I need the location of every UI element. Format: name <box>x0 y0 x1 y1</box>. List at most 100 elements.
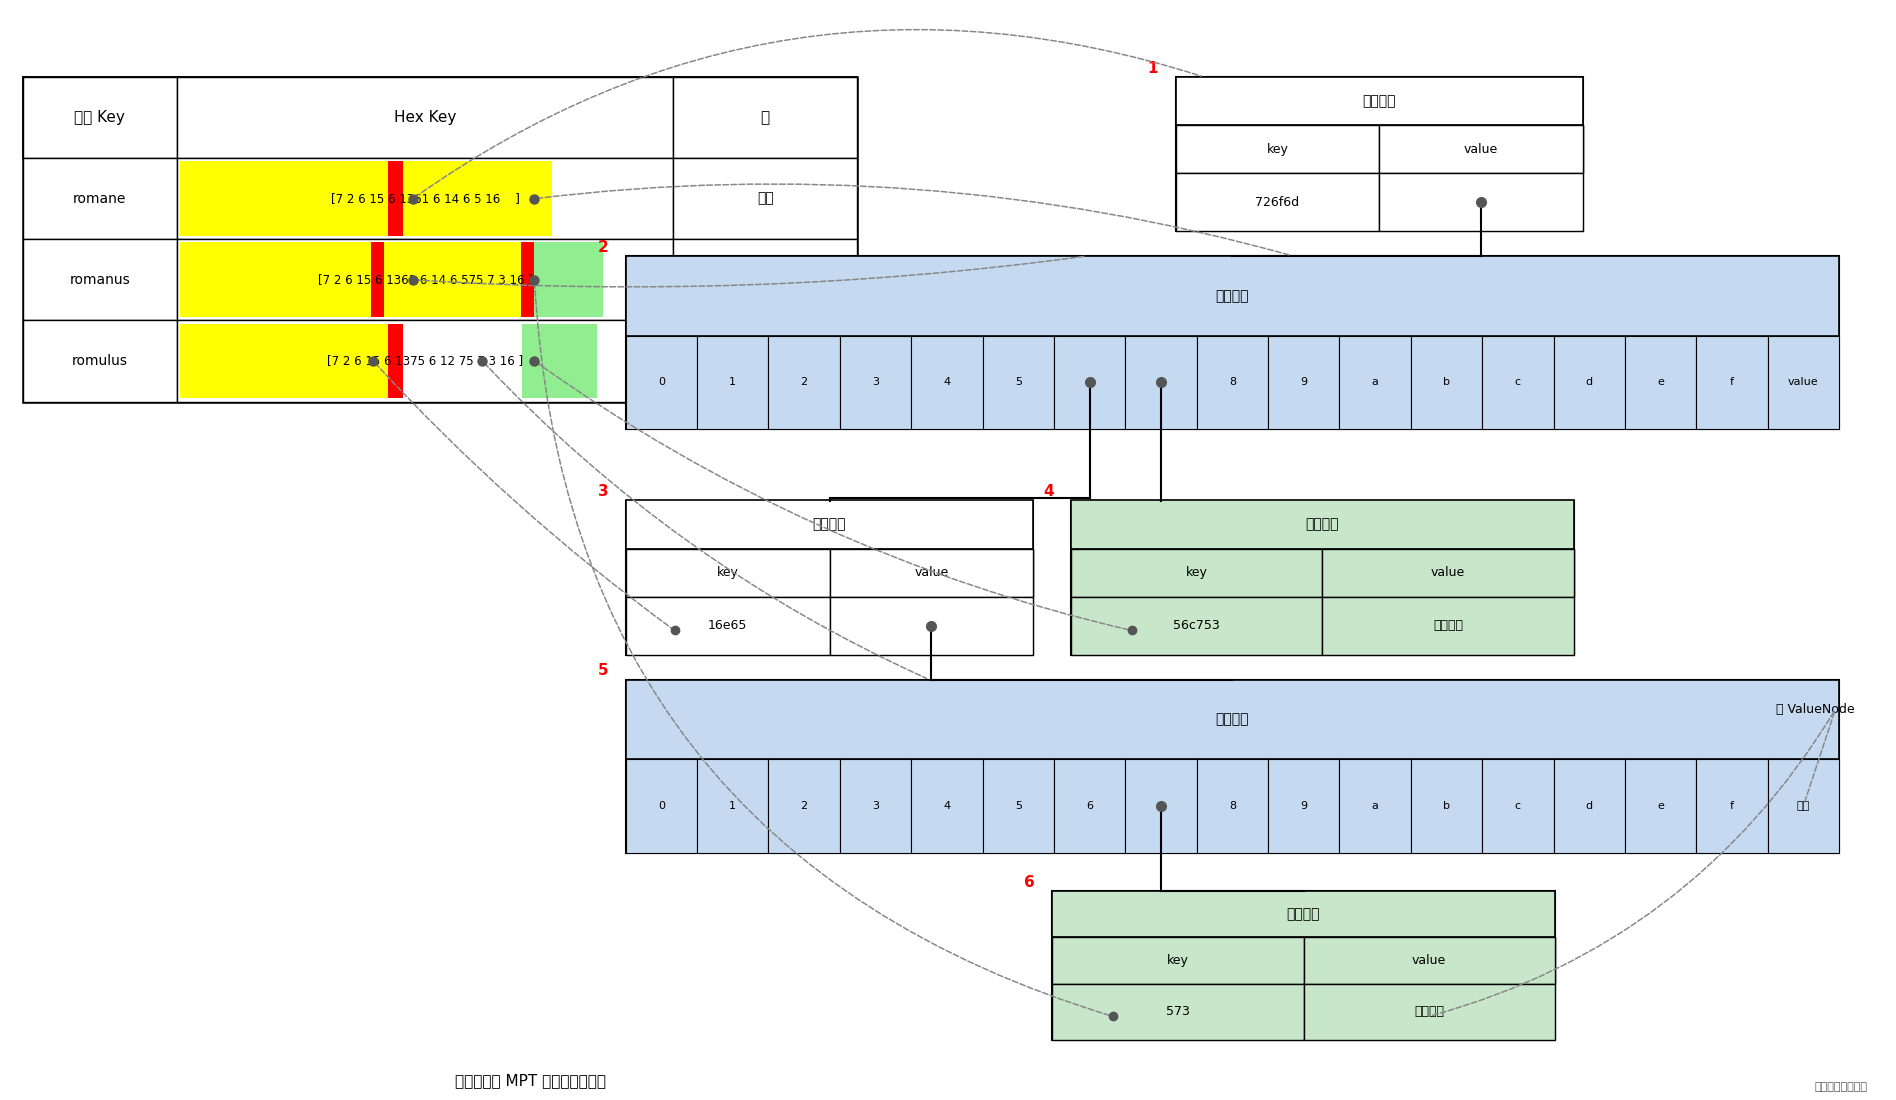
Bar <box>1303 937 1555 983</box>
Bar <box>698 759 768 852</box>
Text: 1: 1 <box>730 377 736 387</box>
Bar <box>626 336 698 429</box>
Bar <box>23 158 176 240</box>
Bar <box>1071 549 1574 596</box>
Text: 罗曼努斯: 罗曼努斯 <box>749 273 781 287</box>
Text: 2: 2 <box>800 377 808 387</box>
Text: 6: 6 <box>1086 801 1094 811</box>
Text: 4: 4 <box>944 801 950 811</box>
Bar <box>1052 983 1303 1040</box>
Bar <box>176 77 673 158</box>
Bar <box>389 162 404 236</box>
Text: 0: 0 <box>658 377 665 387</box>
Bar <box>626 500 1033 549</box>
Text: 16e65: 16e65 <box>707 619 747 632</box>
Text: 扩展节点: 扩展节点 <box>1363 95 1395 108</box>
Bar <box>1071 500 1574 654</box>
Text: 9: 9 <box>1301 801 1308 811</box>
Text: 8: 8 <box>1229 801 1236 811</box>
Text: key: key <box>1166 954 1189 967</box>
Bar <box>1176 125 1380 173</box>
Bar <box>768 336 840 429</box>
Bar <box>1767 336 1839 429</box>
Text: 9: 9 <box>1301 377 1308 387</box>
Bar <box>626 500 1033 654</box>
Bar <box>626 256 1839 336</box>
Bar <box>1553 336 1625 429</box>
Text: 1: 1 <box>730 801 736 811</box>
Text: 5: 5 <box>1014 377 1022 387</box>
Bar <box>1196 336 1268 429</box>
Text: key: key <box>1185 566 1208 580</box>
Bar <box>1697 759 1767 852</box>
Text: value: value <box>1788 377 1818 387</box>
Bar <box>912 336 982 429</box>
Text: c: c <box>1515 801 1521 811</box>
Text: value: value <box>1413 954 1447 967</box>
Text: 56c753: 56c753 <box>1174 619 1221 632</box>
Bar <box>389 323 404 398</box>
Bar <box>404 162 521 236</box>
Bar <box>1268 759 1339 852</box>
Bar <box>1697 336 1767 429</box>
Bar <box>1071 596 1323 654</box>
Bar <box>982 336 1054 429</box>
Bar <box>1176 125 1583 173</box>
Bar <box>1303 983 1555 1040</box>
Bar <box>1268 336 1339 429</box>
Bar <box>1196 759 1268 852</box>
Text: Hex Key: Hex Key <box>394 110 457 125</box>
Bar <box>626 680 1839 852</box>
Bar <box>1411 759 1483 852</box>
Text: b: b <box>1443 377 1450 387</box>
Text: 1: 1 <box>1147 60 1158 76</box>
Bar <box>23 240 176 320</box>
Bar <box>180 162 389 236</box>
Bar <box>626 759 698 852</box>
Bar <box>1483 759 1553 852</box>
Bar <box>1071 549 1323 596</box>
Text: 叶子节点: 叶子节点 <box>1287 908 1320 921</box>
Bar <box>829 596 1033 654</box>
Text: d: d <box>1585 801 1593 811</box>
Text: 4: 4 <box>944 377 950 387</box>
Text: 业务 Key: 业务 Key <box>74 110 125 125</box>
Text: 值 ValueNode: 值 ValueNode <box>1777 703 1854 716</box>
Text: 4: 4 <box>1043 484 1054 499</box>
Text: [7 2 6 15 6 1361 6 14 6 575 7 3 16 ]: [7 2 6 15 6 1361 6 14 6 575 7 3 16 ] <box>319 273 533 286</box>
Bar <box>840 759 912 852</box>
Text: a: a <box>1371 377 1378 387</box>
Text: b: b <box>1443 801 1450 811</box>
Text: 分支节点: 分支节点 <box>1215 713 1249 726</box>
Text: 726f6d: 726f6d <box>1255 196 1299 209</box>
Text: 3: 3 <box>597 484 609 499</box>
Bar <box>1176 77 1583 125</box>
Text: 573: 573 <box>1166 1005 1191 1019</box>
Bar <box>535 242 603 317</box>
Text: 图：以太坊 MPT 树结构布局示例: 图：以太坊 MPT 树结构布局示例 <box>455 1072 607 1088</box>
Text: romanus: romanus <box>70 273 131 287</box>
Text: value: value <box>1431 566 1466 580</box>
Bar <box>1339 759 1411 852</box>
Text: f: f <box>1729 377 1735 387</box>
Bar <box>1071 500 1574 549</box>
Text: 5: 5 <box>1014 801 1022 811</box>
Bar <box>673 320 857 402</box>
Text: e: e <box>1657 377 1665 387</box>
Bar <box>521 242 535 317</box>
Bar <box>1553 759 1625 852</box>
Text: 8: 8 <box>1229 377 1236 387</box>
Bar <box>1380 173 1583 231</box>
Bar <box>626 680 1839 759</box>
Bar <box>1052 891 1555 937</box>
Bar <box>180 242 372 317</box>
Text: 3: 3 <box>872 801 880 811</box>
Bar <box>1339 336 1411 429</box>
Text: 叶子节点: 叶子节点 <box>1306 518 1339 531</box>
Text: 以太坊技术与实现: 以太坊技术与实现 <box>1814 1081 1868 1092</box>
Bar <box>521 162 552 236</box>
Bar <box>673 77 857 158</box>
Text: key: key <box>717 566 739 580</box>
Bar <box>1625 336 1697 429</box>
Bar <box>372 242 385 317</box>
